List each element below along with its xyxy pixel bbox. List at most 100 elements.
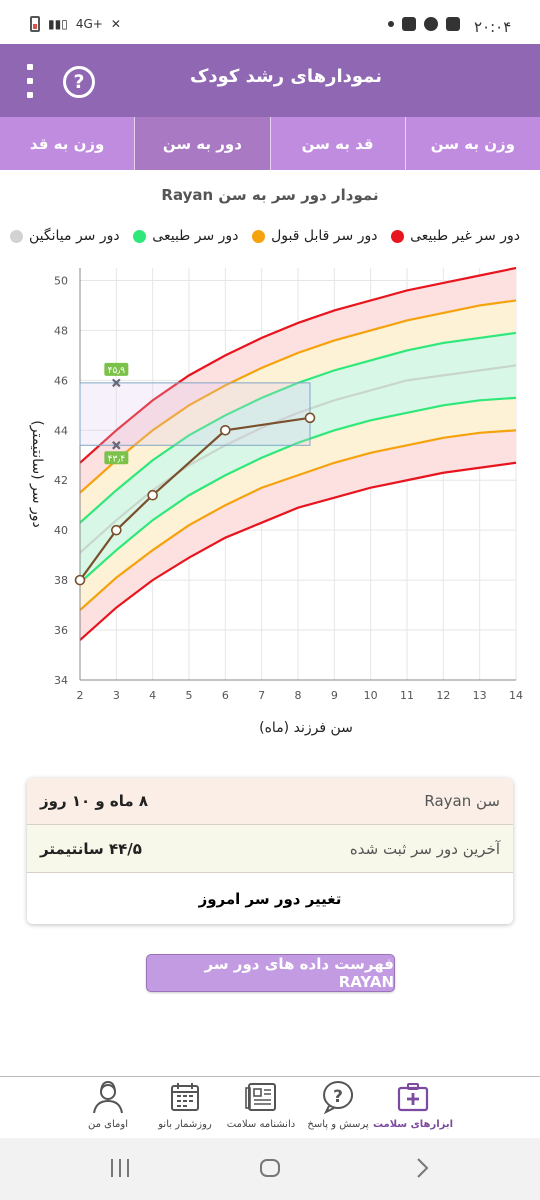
y-tick-label: 48 [54, 324, 68, 337]
tab-head-age[interactable]: دور به سن [134, 117, 270, 170]
nav-health-tools[interactable]: ابزارهای سلامت [373, 1079, 453, 1130]
change-today-button[interactable]: تغییر دور سر امروز [27, 873, 513, 924]
series-line [79, 299, 517, 494]
nav-label: روزشمار بانو [158, 1119, 212, 1130]
y-tick-label: 34 [54, 674, 68, 687]
calendar-icon [171, 1083, 199, 1111]
x-tick-label: 8 [295, 689, 302, 702]
x-tick-label: 9 [331, 689, 338, 702]
tab-weight-height[interactable]: وزن به قد [29, 134, 105, 153]
range-marker-label: ۴۳٫۴ [108, 454, 126, 464]
tab-height-age[interactable]: قد به سن [269, 117, 405, 170]
series-line [79, 266, 517, 464]
page-title: نمودارهای رشد کودک [189, 66, 382, 87]
measurement-point[interactable] [74, 574, 86, 586]
tab-weight-age[interactable]: وزن به سن [404, 117, 540, 170]
profile-icon [93, 1080, 123, 1114]
last-measure-label: آخرین دور سر ثبت شده [349, 839, 500, 858]
battery-icon [30, 16, 40, 32]
y-tick-label: 36 [54, 624, 68, 637]
legend-dot-icon [391, 229, 405, 243]
legend-item-normal[interactable]: دور سر طبیعی [133, 228, 238, 244]
chart-legend: دور سر غیر طبیعی دور سر قابل قبول دور سر… [10, 228, 520, 244]
y-tick-label: 44 [54, 424, 68, 437]
network-type: 4G+ [75, 17, 103, 31]
legend-item-average[interactable]: دور سر میانگین [10, 228, 120, 244]
series-line [79, 461, 517, 641]
measurement-point[interactable] [111, 524, 122, 536]
app-bar: ? نمودارهای رشد کودک [0, 44, 540, 117]
last-measure-value: ۴۴/۵ سانتیمتر [40, 839, 142, 858]
y-tick-label: 38 [54, 574, 68, 587]
nav-label: پرسش و پاسخ [307, 1119, 369, 1130]
y-tick-label: 50 [54, 274, 68, 287]
y-tick-label: 40 [54, 524, 68, 537]
measurement-point[interactable] [220, 425, 231, 436]
chart-band [80, 365, 516, 583]
chart-band [80, 397, 516, 611]
chart-tabs: وزن به سن قد به سن دور به سن وزن به قد [0, 117, 540, 170]
x-tick-label: 3 [113, 689, 120, 702]
chart-band [80, 300, 516, 523]
range-marker-icon [112, 378, 121, 388]
x-tick-label: 12 [436, 689, 450, 702]
back-icon[interactable] [410, 1156, 434, 1180]
chart-title: نمودار دور سر به سن Rayan [161, 186, 379, 204]
signal-icon: ▮▮▯ [48, 17, 68, 31]
range-box [79, 382, 311, 446]
measurement-point[interactable] [304, 412, 316, 424]
status-right-icons [388, 17, 460, 31]
legend-dot-icon [133, 229, 147, 243]
x-tick-label: 10 [364, 689, 378, 702]
measurement-point[interactable] [147, 489, 158, 501]
legend-item-abnormal[interactable]: دور سر غیر طبیعی [391, 228, 520, 244]
age-value: ۸ ماه و ۱۰ روز [40, 792, 149, 810]
legend-item-acceptable[interactable]: دور سر قابل قبول [252, 228, 377, 244]
nav-label: دانشنامه سلامت [226, 1119, 296, 1130]
x-tick-label: 4 [149, 689, 156, 702]
more-vert-icon[interactable] [26, 64, 34, 98]
gallery-icon [446, 17, 460, 31]
y-tick-label: 46 [54, 374, 68, 387]
battery-alert-icon [402, 17, 416, 31]
last-measure-row: آخرین دور سر ثبت شده ۴۴/۵ سانتیمتر [27, 825, 513, 873]
legend-label: دور سر طبیعی [152, 228, 239, 244]
age-row: سن Rayan ۸ ماه و ۱۰ روز [27, 778, 513, 825]
x-tick-label: 13 [473, 689, 487, 702]
nav-qa[interactable]: ? پرسش و پاسخ [305, 1079, 371, 1130]
chart-band [80, 268, 516, 493]
x-tick-label: 7 [258, 689, 265, 702]
legend-dot-icon [252, 229, 266, 243]
home-icon[interactable] [258, 1156, 282, 1180]
status-bar: ▮▮▯ 4G+ ✕ ۲۰:۰۴ [0, 0, 540, 44]
info-card: سن Rayan ۸ ماه و ۱۰ روز آخرین دور سر ثبت… [27, 778, 513, 924]
nav-label: اومای من [88, 1119, 128, 1130]
series-line [79, 429, 517, 611]
legend-label: دور سر غیر طبیعی [410, 228, 520, 244]
system-nav-bar [0, 1138, 540, 1200]
nav-calendar[interactable]: روزشمار بانو [152, 1079, 218, 1130]
nav-encyclopedia[interactable]: دانشنامه سلامت [226, 1079, 296, 1130]
encyclopedia-icon [245, 1083, 276, 1111]
whatsapp-icon [424, 17, 438, 31]
legend-label: دور سر قابل قبول [271, 228, 378, 244]
range-marker-label: ۴۵٫۹ [108, 366, 126, 376]
x-tick-label: 5 [186, 689, 193, 702]
series-line [79, 396, 517, 584]
x-tick-label: 11 [400, 689, 414, 702]
x-tick-label: 2 [77, 689, 84, 702]
mute-icon: ✕ [110, 17, 121, 31]
nav-profile[interactable]: اومای من [75, 1079, 141, 1130]
range-marker-badge [104, 451, 129, 465]
x-tick-label: 14 [509, 689, 523, 702]
y-tick-label: 42 [54, 474, 68, 487]
chart-band [80, 332, 516, 553]
svg-text:?: ? [333, 1087, 343, 1107]
data-list-button[interactable]: فهرست داده های دور سر RAYAN [146, 954, 395, 992]
help-icon[interactable]: ? [63, 66, 95, 98]
recent-apps-icon[interactable] [108, 1156, 132, 1180]
health-kit-icon [397, 1083, 429, 1112]
x-axis-label: سن فرزند (ماه) [259, 720, 353, 736]
clock: ۲۰:۰۴ [474, 18, 512, 36]
